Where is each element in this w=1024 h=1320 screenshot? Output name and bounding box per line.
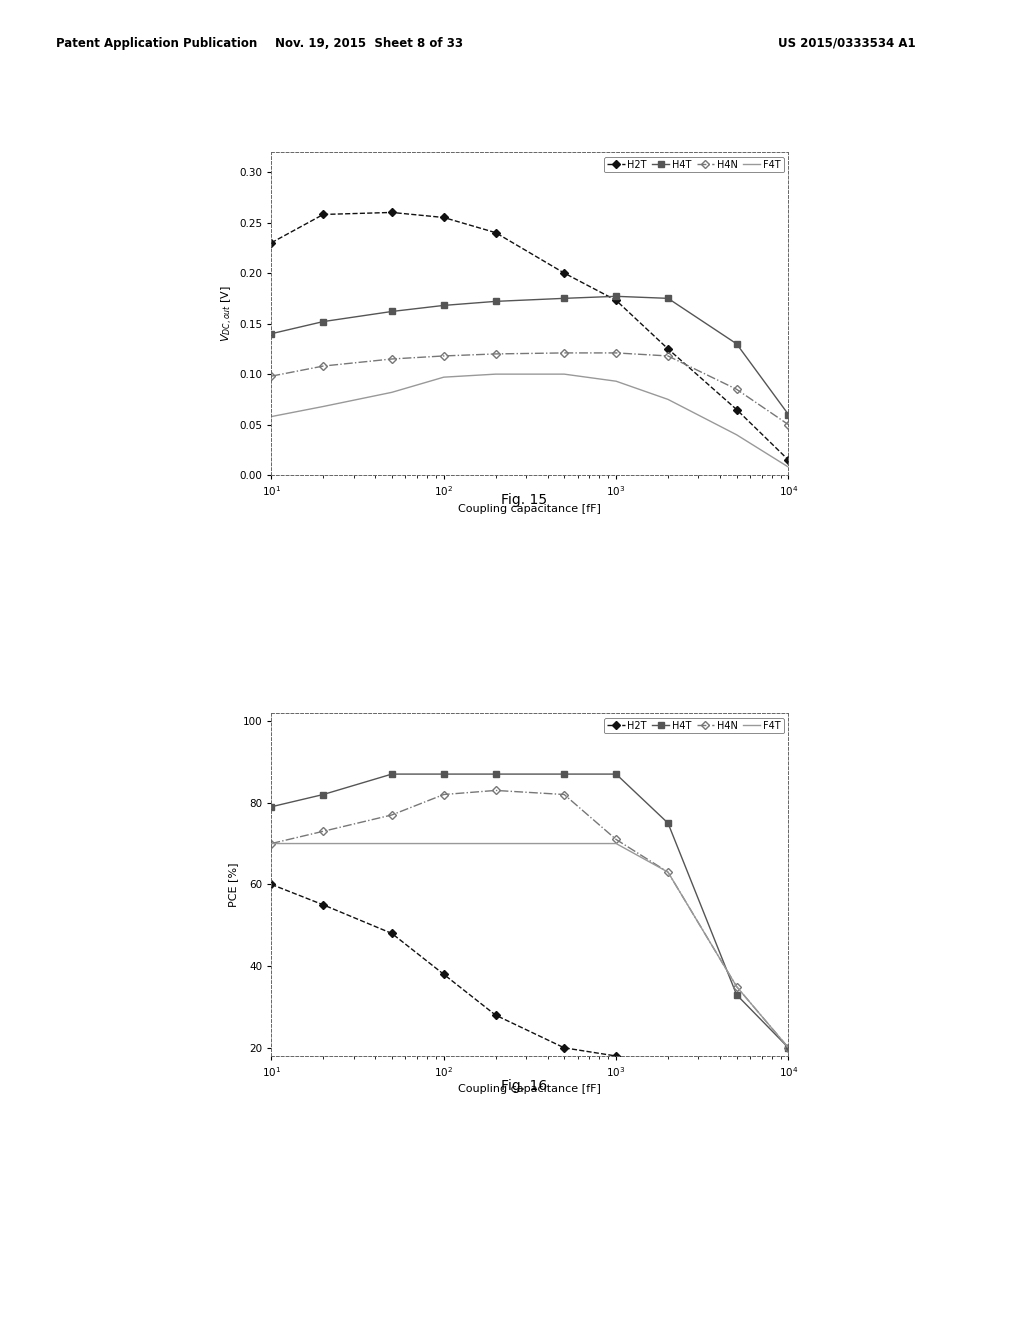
Line: H4T: H4T: [268, 771, 792, 1051]
Y-axis label: $V_{DC,out}$ [V]: $V_{DC,out}$ [V]: [220, 285, 236, 342]
H4T: [782, 1040, 795, 1056]
F4T: [265, 836, 278, 851]
H2T: [558, 265, 570, 281]
H4N: [558, 787, 570, 803]
F4T: [558, 366, 570, 381]
H2T: [265, 876, 278, 892]
H4T: [662, 816, 674, 832]
F4T: [489, 836, 502, 851]
F4T: [730, 978, 742, 994]
H4T: [610, 288, 623, 304]
H4N: [610, 832, 623, 847]
F4T: [386, 384, 398, 400]
H2T: [437, 966, 450, 982]
F4T: [610, 836, 623, 851]
Line: H4T: H4T: [268, 293, 792, 417]
H2T: [317, 206, 330, 222]
H4T: [317, 787, 330, 803]
H4N: [782, 417, 795, 433]
H2T: [610, 293, 623, 309]
H4N: [265, 368, 278, 384]
H4N: [730, 381, 742, 397]
H4N: [437, 787, 450, 803]
Line: F4T: F4T: [271, 843, 788, 1048]
H2T: [386, 925, 398, 941]
H4N: [386, 807, 398, 822]
F4T: [782, 459, 795, 475]
H4N: [662, 865, 674, 880]
H2T: [489, 224, 502, 240]
H4T: [489, 766, 502, 781]
F4T: [437, 370, 450, 385]
H2T: [782, 1081, 795, 1097]
F4T: [558, 836, 570, 851]
F4T: [662, 865, 674, 880]
H2T: [386, 205, 398, 220]
X-axis label: Coupling capacitance [fF]: Coupling capacitance [fF]: [459, 504, 601, 513]
X-axis label: Coupling capacitance [fF]: Coupling capacitance [fF]: [459, 1085, 601, 1094]
Line: H4N: H4N: [268, 788, 792, 1051]
H4N: [610, 345, 623, 360]
H4T: [386, 766, 398, 781]
H4T: [662, 290, 674, 306]
H2T: [489, 1007, 502, 1023]
H4T: [437, 766, 450, 781]
F4T: [782, 1040, 795, 1056]
H2T: [662, 341, 674, 356]
Line: F4T: F4T: [271, 374, 788, 467]
H4N: [489, 346, 502, 362]
H4N: [730, 978, 742, 994]
F4T: [317, 836, 330, 851]
F4T: [662, 392, 674, 408]
H4T: [265, 326, 278, 342]
Line: H4N: H4N: [268, 350, 792, 428]
H2T: [558, 1040, 570, 1056]
F4T: [317, 399, 330, 414]
H4T: [558, 766, 570, 781]
H2T: [265, 235, 278, 251]
H4T: [265, 799, 278, 814]
H4T: [386, 304, 398, 319]
F4T: [610, 374, 623, 389]
Text: Nov. 19, 2015  Sheet 8 of 33: Nov. 19, 2015 Sheet 8 of 33: [274, 37, 463, 50]
H4T: [558, 290, 570, 306]
H2T: [782, 453, 795, 469]
H4T: [437, 297, 450, 313]
H4T: [730, 335, 742, 351]
Legend: H2T, H4T, H4N, F4T: H2T, H4T, H4N, F4T: [604, 718, 783, 734]
H4N: [265, 836, 278, 851]
F4T: [489, 366, 502, 381]
H4T: [489, 293, 502, 309]
H4N: [386, 351, 398, 367]
H4T: [610, 766, 623, 781]
Line: H2T: H2T: [268, 882, 792, 1092]
Text: US 2015/0333534 A1: US 2015/0333534 A1: [778, 37, 915, 50]
Text: Patent Application Publication: Patent Application Publication: [56, 37, 258, 50]
Text: Fig. 16: Fig. 16: [501, 1080, 548, 1093]
H4N: [317, 824, 330, 840]
F4T: [386, 836, 398, 851]
Legend: H2T, H4T, H4N, F4T: H2T, H4T, H4N, F4T: [604, 157, 783, 173]
H4N: [558, 345, 570, 360]
H2T: [610, 1048, 623, 1064]
Line: H2T: H2T: [268, 210, 792, 463]
F4T: [265, 409, 278, 425]
H4T: [317, 314, 330, 330]
H4N: [317, 358, 330, 374]
H4N: [437, 348, 450, 364]
H2T: [437, 210, 450, 226]
F4T: [730, 426, 742, 442]
H2T: [730, 1073, 742, 1089]
H4N: [782, 1040, 795, 1056]
H4N: [662, 348, 674, 364]
H4T: [730, 987, 742, 1003]
H4N: [489, 783, 502, 799]
Y-axis label: PCE [%]: PCE [%]: [228, 862, 239, 907]
H2T: [730, 401, 742, 417]
H2T: [317, 896, 330, 912]
F4T: [437, 836, 450, 851]
Text: Fig. 15: Fig. 15: [501, 494, 548, 507]
H4T: [782, 407, 795, 422]
H2T: [662, 1060, 674, 1076]
